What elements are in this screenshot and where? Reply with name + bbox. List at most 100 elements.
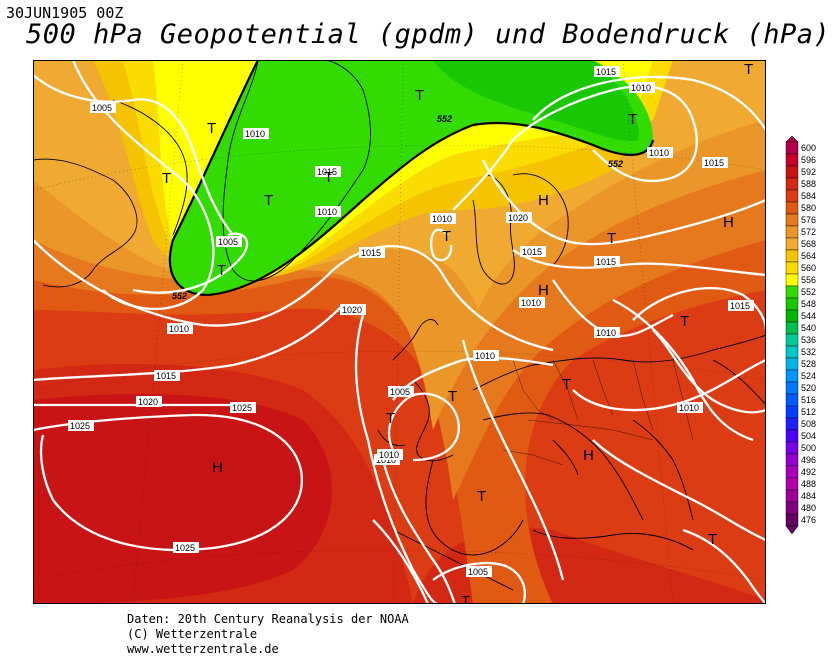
legend-swatch xyxy=(785,345,799,359)
legend-swatch xyxy=(785,285,799,299)
website-url: www.wetterzentrale.de xyxy=(127,642,279,656)
svg-text:1020: 1020 xyxy=(342,305,362,315)
credits: Daten: 20th Century Reanalysis der NOAA … xyxy=(127,612,409,657)
legend-label: 560 xyxy=(801,263,816,273)
isobar-label: 1010 xyxy=(315,206,341,217)
legend-swatch xyxy=(785,249,799,263)
field-548 xyxy=(433,60,639,142)
legend-swatch xyxy=(785,261,799,275)
low-center: T xyxy=(628,111,637,128)
isobar-label: 1020 xyxy=(340,304,366,315)
legend-swatch xyxy=(785,225,799,239)
low-center: T xyxy=(442,228,451,245)
low-center: T xyxy=(386,410,395,427)
legend-swatch xyxy=(785,381,799,395)
copyright: (C) Wetterzentrale xyxy=(127,627,258,641)
isobar-label: 1025 xyxy=(173,542,199,553)
legend-swatch xyxy=(785,321,799,335)
high-center: H xyxy=(583,447,594,464)
svg-text:1010: 1010 xyxy=(596,328,616,338)
svg-text:1015: 1015 xyxy=(317,167,337,177)
legend-swatch xyxy=(785,513,799,527)
legend-label: 548 xyxy=(801,299,816,309)
isobar-labels: 1005 1010 1015 1010 1020 1025 1025 1020 … xyxy=(68,66,754,577)
svg-text:1025: 1025 xyxy=(232,403,252,413)
isobar-label: 1005 xyxy=(90,102,116,113)
low-center: T xyxy=(708,531,717,548)
legend-label: 500 xyxy=(801,443,816,453)
legend-label: 536 xyxy=(801,335,816,345)
legend-label: 576 xyxy=(801,215,816,225)
svg-text:1010: 1010 xyxy=(649,148,669,158)
low-center: T xyxy=(562,376,571,393)
borders xyxy=(502,359,694,471)
svg-text:1015: 1015 xyxy=(361,248,381,258)
pressure-centers: H H H H H T T T T T T T T T T T T T T xyxy=(162,87,734,505)
legend-arrow-bottom xyxy=(785,525,799,535)
legend-swatch xyxy=(785,201,799,215)
data-source: Daten: 20th Century Reanalysis der NOAA xyxy=(127,612,409,626)
legend-swatch xyxy=(785,405,799,419)
legend-label: 492 xyxy=(801,467,816,477)
high-center: H xyxy=(212,459,223,476)
svg-text:1005: 1005 xyxy=(390,387,410,397)
isobar-label: 1005 xyxy=(216,236,242,247)
svg-text:1005: 1005 xyxy=(218,237,238,247)
legend-label: 528 xyxy=(801,359,816,369)
low-center: T xyxy=(264,192,273,209)
low-center: T xyxy=(607,230,616,247)
isobar-label: 1010 xyxy=(243,128,269,139)
legend-swatch xyxy=(785,441,799,455)
legend-swatch xyxy=(785,141,799,155)
svg-text:1005: 1005 xyxy=(92,103,112,113)
low-center: T xyxy=(324,169,333,186)
graticule xyxy=(33,60,766,604)
legend-label: 552 xyxy=(801,287,816,297)
legend-label: 600 xyxy=(801,143,816,153)
isobar-label: 1010 xyxy=(677,402,703,413)
legend-swatch xyxy=(785,309,799,323)
legend-label: 524 xyxy=(801,371,816,381)
chart-title: 500 hPa Geopotential (gpdm) und Bodendru… xyxy=(26,19,831,50)
svg-text:1010: 1010 xyxy=(679,403,699,413)
legend-swatch xyxy=(785,273,799,287)
legend-label: 540 xyxy=(801,323,816,333)
svg-text:1010: 1010 xyxy=(521,298,541,308)
pressure-centers-extra: T T T xyxy=(461,61,753,604)
high-center: H xyxy=(538,192,549,209)
isobar-label: 1015 xyxy=(594,66,620,77)
low-center: T xyxy=(744,61,753,78)
legend-swatch xyxy=(785,189,799,203)
legend-label: 476 xyxy=(801,515,816,525)
legend-label: 580 xyxy=(801,203,816,213)
contour-label: 552 xyxy=(172,291,187,301)
map-frame xyxy=(33,60,766,604)
svg-text:1015: 1015 xyxy=(596,257,616,267)
isobar-label: 1025 xyxy=(68,420,94,431)
legend-swatch xyxy=(785,357,799,371)
isobar-label: 1010 xyxy=(377,449,403,460)
color-legend: 600 596 592 588 584 580 576 572 568 564 560 556 552 5… xyxy=(785,136,816,535)
isobar-label: 1015 xyxy=(728,300,754,311)
legend-label: 496 xyxy=(801,455,816,465)
isobar-label: 1015 xyxy=(154,370,180,381)
legend-swatch xyxy=(785,393,799,407)
legend-swatch xyxy=(785,297,799,311)
contour-label: 552 xyxy=(608,159,623,169)
legend-swatch xyxy=(785,369,799,383)
svg-text:1025: 1025 xyxy=(175,543,195,553)
legend-swatch xyxy=(785,489,799,503)
legend-swatch xyxy=(785,501,799,515)
legend-swatch xyxy=(785,453,799,467)
isobar-label: 1010 xyxy=(430,213,456,224)
date-label: 30JUN1905 00Z xyxy=(6,4,124,22)
legend-label: 508 xyxy=(801,419,816,429)
legend-label: 584 xyxy=(801,191,816,201)
svg-text:1025: 1025 xyxy=(70,421,90,431)
isobar-label: 1010 xyxy=(519,297,545,308)
isobar-label: 1015 xyxy=(315,166,341,177)
legend-swatch xyxy=(785,153,799,167)
isobars xyxy=(33,60,766,604)
isobar-label: 1015 xyxy=(520,246,546,257)
svg-text:1015: 1015 xyxy=(730,301,750,311)
